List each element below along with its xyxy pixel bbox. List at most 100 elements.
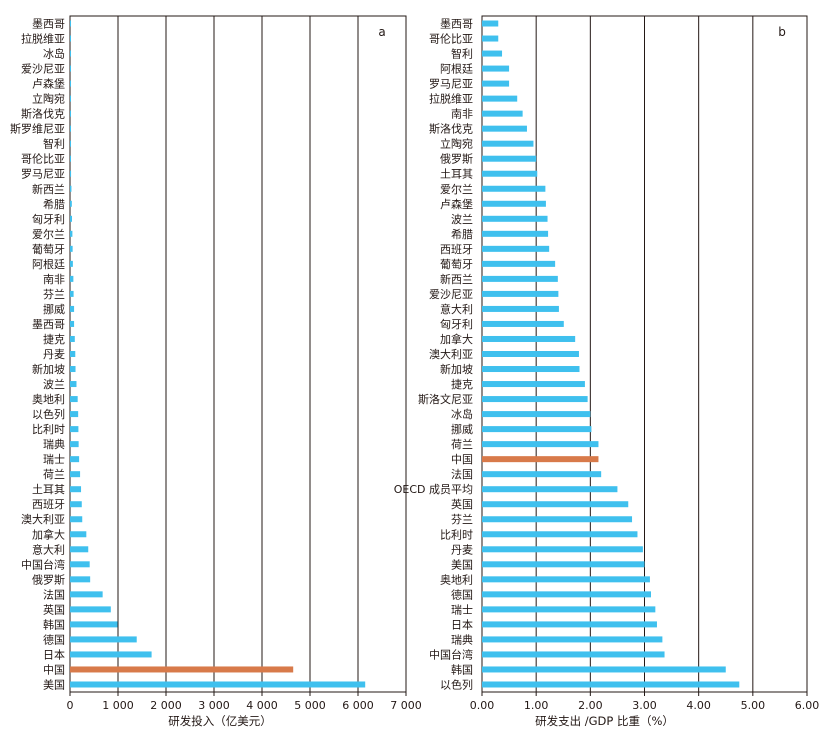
bar xyxy=(70,20,71,27)
category-label: 土耳其 xyxy=(440,168,473,181)
category-label: 以色列 xyxy=(440,677,473,691)
bar xyxy=(482,95,518,102)
bar xyxy=(70,576,91,583)
category-label: 西班牙 xyxy=(32,498,65,511)
bar xyxy=(70,561,90,568)
bar xyxy=(70,411,79,418)
bar xyxy=(482,426,592,433)
category-label: 西班牙 xyxy=(440,243,473,256)
bar xyxy=(70,155,71,162)
bar xyxy=(482,260,556,267)
bar xyxy=(482,546,643,553)
category-label: 日本 xyxy=(43,647,65,661)
category-label: 捷克 xyxy=(451,377,473,391)
category-label: 中国台湾 xyxy=(429,647,473,661)
bar xyxy=(482,531,638,538)
category-label: 哥伦比亚 xyxy=(429,32,473,46)
x-tick-label: 0.00 xyxy=(470,699,495,712)
category-label: 丹麦 xyxy=(451,543,473,556)
bar xyxy=(482,651,665,658)
x-tick-label: 5.00 xyxy=(741,699,766,712)
bar xyxy=(70,140,71,147)
category-label: 瑞士 xyxy=(451,602,473,616)
panel-a-gridlines xyxy=(117,16,359,692)
category-label: 新加坡 xyxy=(440,362,473,376)
category-label: 荷兰 xyxy=(451,438,473,451)
bar xyxy=(482,591,651,598)
bar xyxy=(70,200,72,207)
bar xyxy=(70,95,71,102)
bar xyxy=(482,140,534,147)
category-label: 中国 xyxy=(451,453,473,466)
category-label: 以色列 xyxy=(32,407,65,421)
bar xyxy=(70,170,72,177)
category-label: 波兰 xyxy=(43,378,65,391)
bar xyxy=(70,606,111,613)
panel-a-x-ticks: 0 1 000 2 000 3 000 4 000 5 000 6 000 7 000 xyxy=(67,692,422,712)
category-label: 比利时 xyxy=(440,528,473,541)
category-label: 澳大利亚 xyxy=(21,512,65,526)
category-label: 新西兰 xyxy=(32,182,65,196)
category-label: 英国 xyxy=(451,497,473,511)
bar xyxy=(482,471,602,478)
bar xyxy=(70,531,87,538)
category-label: 罗马尼亚 xyxy=(21,168,65,181)
panel-b-x-ticks: 0.00 1.00 2.00 3.00 4.00 5.00 6.00 xyxy=(470,692,819,712)
category-label: 法国 xyxy=(451,467,473,481)
bar xyxy=(70,230,73,237)
x-tick-label: 1 000 xyxy=(102,699,134,712)
category-label: 墨西哥 xyxy=(32,318,65,331)
bar xyxy=(482,155,537,162)
category-label: 中国台湾 xyxy=(21,557,65,571)
category-label: 俄罗斯 xyxy=(32,573,65,586)
category-label: 芬兰 xyxy=(451,513,473,526)
category-label: 新加坡 xyxy=(32,362,65,376)
category-label: 斯洛文尼亚 xyxy=(418,392,473,406)
category-label: 奥地利 xyxy=(440,572,473,586)
category-label: 斯罗维尼亚 xyxy=(10,123,65,136)
bar xyxy=(70,50,71,57)
bar xyxy=(70,621,118,628)
category-label: 捷克 xyxy=(43,332,65,346)
category-label: 爱沙尼亚 xyxy=(21,63,65,76)
panel-a-bars xyxy=(70,20,366,688)
bar xyxy=(70,666,294,673)
bar xyxy=(70,80,71,87)
bar xyxy=(70,651,152,658)
x-tick-label: 2.00 xyxy=(578,699,603,712)
bar xyxy=(482,366,580,373)
bar xyxy=(70,441,79,448)
bar xyxy=(482,50,503,57)
bar xyxy=(482,65,510,72)
category-label: 爱沙尼亚 xyxy=(429,288,473,301)
category-label: 瑞典 xyxy=(451,632,473,646)
panel-b-x-axis-label: 研发支出 /GDP 比重（%） xyxy=(535,714,674,728)
category-label: 葡萄牙 xyxy=(32,243,65,256)
bar xyxy=(482,80,510,87)
category-label: 奥地利 xyxy=(32,392,65,406)
bar xyxy=(482,396,588,403)
bar xyxy=(482,185,546,192)
category-label: 法国 xyxy=(43,587,65,601)
x-tick-label: 2 000 xyxy=(150,699,182,712)
x-tick-label: 0 xyxy=(67,699,74,712)
category-label: 德国 xyxy=(451,587,473,601)
bar xyxy=(70,305,75,312)
category-label: 冰岛 xyxy=(43,47,65,61)
bar xyxy=(482,200,546,207)
bar xyxy=(482,305,559,312)
category-label: 美国 xyxy=(43,678,65,691)
bar xyxy=(70,681,366,688)
category-label: 德国 xyxy=(43,632,65,646)
bar xyxy=(70,426,79,433)
category-label: 卢森堡 xyxy=(440,197,473,211)
bar xyxy=(70,456,80,463)
bar xyxy=(70,486,82,493)
category-label: 加拿大 xyxy=(32,527,65,541)
bar xyxy=(70,110,71,117)
panel-b-label: b xyxy=(778,25,786,39)
x-tick-label: 5 000 xyxy=(294,699,326,712)
panel-a-category-labels: 墨西哥拉脱维亚冰岛爱沙尼亚卢森堡立陶宛斯洛伐克斯罗维尼亚智利哥伦比亚罗马尼亚新西… xyxy=(10,18,65,692)
bar xyxy=(482,245,550,252)
category-label: 加拿大 xyxy=(440,332,473,346)
